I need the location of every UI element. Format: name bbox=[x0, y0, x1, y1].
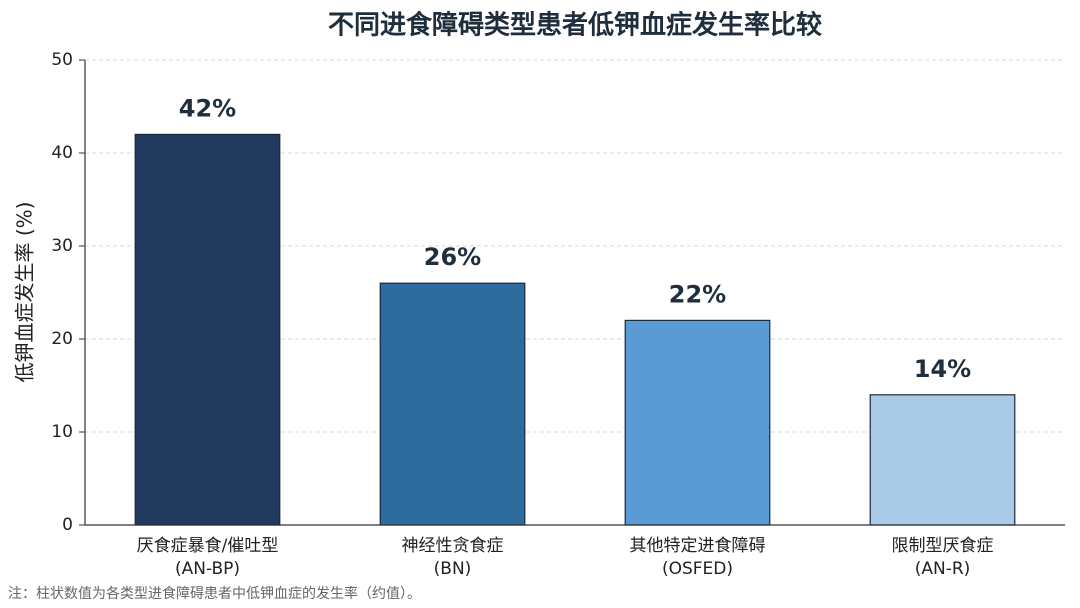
y-tick-label: 0 bbox=[62, 515, 73, 535]
note: 注：柱状数值为各类型进食障碍患者中低钾血症的发生率（约值）。 bbox=[8, 585, 421, 602]
bar bbox=[134, 133, 281, 526]
x-tick-label: (BN) bbox=[434, 559, 472, 579]
x-tick-label: 神经性贪食症 bbox=[402, 536, 504, 556]
x-tick-label: (OSFED) bbox=[662, 559, 733, 579]
x-tick-label: (AN-BP) bbox=[175, 559, 240, 579]
y-tick-label: 40 bbox=[51, 143, 73, 163]
bar bbox=[624, 319, 771, 526]
bar bbox=[379, 282, 526, 526]
y-tick-label: 10 bbox=[51, 422, 73, 442]
x-tick-label: (AN-R) bbox=[915, 559, 971, 579]
value-label: 42% bbox=[179, 94, 236, 122]
x-tick-label: 厌食症暴食/催吐型 bbox=[137, 536, 279, 556]
bar bbox=[869, 394, 1016, 526]
y-axis-label: 低钾血症发生率 (%) bbox=[13, 202, 37, 383]
x-tick-label: 限制型厌食症 bbox=[892, 536, 994, 556]
value-label: 26% bbox=[424, 243, 481, 271]
x-tick-label: 其他特定进食障碍 bbox=[630, 536, 766, 556]
value-label: 22% bbox=[669, 280, 726, 308]
y-tick-label: 30 bbox=[51, 236, 73, 256]
y-tick-label: 20 bbox=[51, 329, 73, 349]
value-label: 14% bbox=[914, 355, 971, 383]
y-tick-label: 50 bbox=[51, 50, 73, 70]
chart-title: 不同进食障碍类型患者低钾血症发生率比较 bbox=[328, 10, 822, 41]
